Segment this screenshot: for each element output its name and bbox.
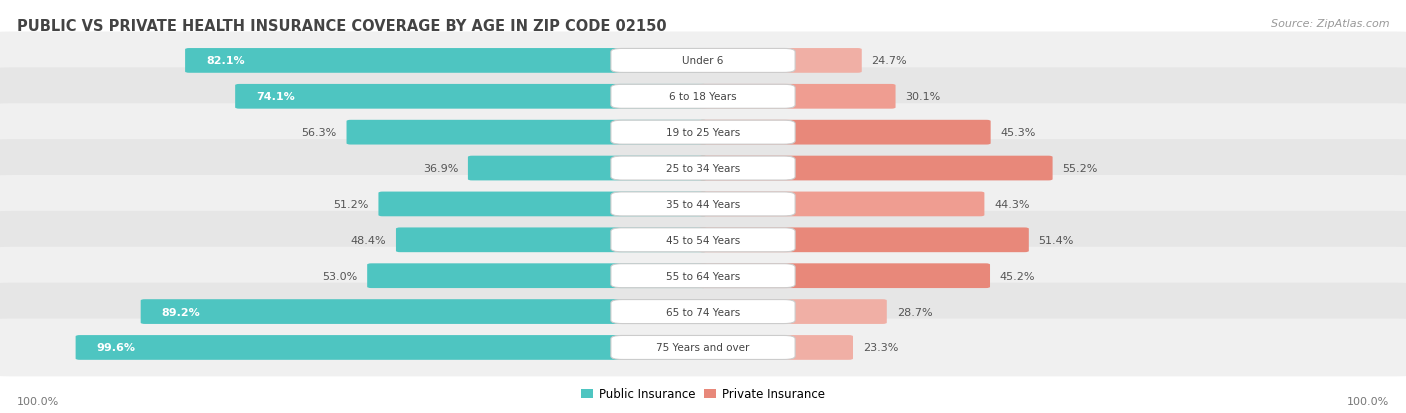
Text: 36.9%: 36.9% xyxy=(423,164,458,173)
Text: 45 to 54 Years: 45 to 54 Years xyxy=(666,235,740,245)
FancyBboxPatch shape xyxy=(235,85,707,109)
Text: 56.3%: 56.3% xyxy=(301,128,336,138)
Text: 55.2%: 55.2% xyxy=(1063,164,1098,173)
FancyBboxPatch shape xyxy=(367,263,707,288)
FancyBboxPatch shape xyxy=(396,228,707,253)
Text: 25 to 34 Years: 25 to 34 Years xyxy=(666,164,740,173)
FancyBboxPatch shape xyxy=(612,228,796,252)
FancyBboxPatch shape xyxy=(699,299,887,324)
FancyBboxPatch shape xyxy=(699,121,991,145)
FancyBboxPatch shape xyxy=(378,192,707,217)
Text: 53.0%: 53.0% xyxy=(322,271,357,281)
Text: Under 6: Under 6 xyxy=(682,56,724,66)
FancyBboxPatch shape xyxy=(0,104,1406,162)
Text: 23.3%: 23.3% xyxy=(863,343,898,353)
FancyBboxPatch shape xyxy=(699,228,1029,253)
Text: 6 to 18 Years: 6 to 18 Years xyxy=(669,92,737,102)
FancyBboxPatch shape xyxy=(468,156,707,181)
Text: PUBLIC VS PRIVATE HEALTH INSURANCE COVERAGE BY AGE IN ZIP CODE 02150: PUBLIC VS PRIVATE HEALTH INSURANCE COVER… xyxy=(17,19,666,33)
Text: 48.4%: 48.4% xyxy=(350,235,387,245)
FancyBboxPatch shape xyxy=(612,157,796,180)
FancyBboxPatch shape xyxy=(699,335,853,360)
FancyBboxPatch shape xyxy=(186,49,707,74)
Text: 51.2%: 51.2% xyxy=(333,199,368,209)
Text: 100.0%: 100.0% xyxy=(17,396,59,406)
FancyBboxPatch shape xyxy=(699,49,862,74)
Text: 35 to 44 Years: 35 to 44 Years xyxy=(666,199,740,209)
FancyBboxPatch shape xyxy=(612,192,796,216)
Text: 55 to 64 Years: 55 to 64 Years xyxy=(666,271,740,281)
FancyBboxPatch shape xyxy=(0,32,1406,90)
Text: 99.6%: 99.6% xyxy=(97,343,136,353)
Text: 65 to 74 Years: 65 to 74 Years xyxy=(666,307,740,317)
FancyBboxPatch shape xyxy=(612,49,796,73)
FancyBboxPatch shape xyxy=(612,300,796,324)
FancyBboxPatch shape xyxy=(0,176,1406,233)
Text: 45.2%: 45.2% xyxy=(1000,271,1035,281)
Legend: Public Insurance, Private Insurance: Public Insurance, Private Insurance xyxy=(576,383,830,405)
Text: 51.4%: 51.4% xyxy=(1039,235,1074,245)
Text: 28.7%: 28.7% xyxy=(897,307,932,317)
Text: 75 Years and over: 75 Years and over xyxy=(657,343,749,353)
Text: 45.3%: 45.3% xyxy=(1001,128,1036,138)
FancyBboxPatch shape xyxy=(0,140,1406,197)
FancyBboxPatch shape xyxy=(0,319,1406,377)
FancyBboxPatch shape xyxy=(0,211,1406,269)
FancyBboxPatch shape xyxy=(612,336,796,360)
FancyBboxPatch shape xyxy=(141,299,707,324)
FancyBboxPatch shape xyxy=(76,335,707,360)
FancyBboxPatch shape xyxy=(699,85,896,109)
FancyBboxPatch shape xyxy=(699,263,990,288)
FancyBboxPatch shape xyxy=(0,247,1406,305)
FancyBboxPatch shape xyxy=(612,121,796,145)
FancyBboxPatch shape xyxy=(612,264,796,288)
Text: 82.1%: 82.1% xyxy=(207,56,245,66)
Text: 74.1%: 74.1% xyxy=(256,92,295,102)
FancyBboxPatch shape xyxy=(346,121,707,145)
Text: 30.1%: 30.1% xyxy=(905,92,941,102)
FancyBboxPatch shape xyxy=(0,68,1406,126)
FancyBboxPatch shape xyxy=(0,283,1406,341)
FancyBboxPatch shape xyxy=(612,85,796,109)
Text: 24.7%: 24.7% xyxy=(872,56,907,66)
Text: 44.3%: 44.3% xyxy=(994,199,1029,209)
Text: 100.0%: 100.0% xyxy=(1347,396,1389,406)
FancyBboxPatch shape xyxy=(699,192,984,217)
Text: Source: ZipAtlas.com: Source: ZipAtlas.com xyxy=(1271,19,1389,28)
FancyBboxPatch shape xyxy=(699,156,1053,181)
Text: 19 to 25 Years: 19 to 25 Years xyxy=(666,128,740,138)
Text: 89.2%: 89.2% xyxy=(162,307,201,317)
